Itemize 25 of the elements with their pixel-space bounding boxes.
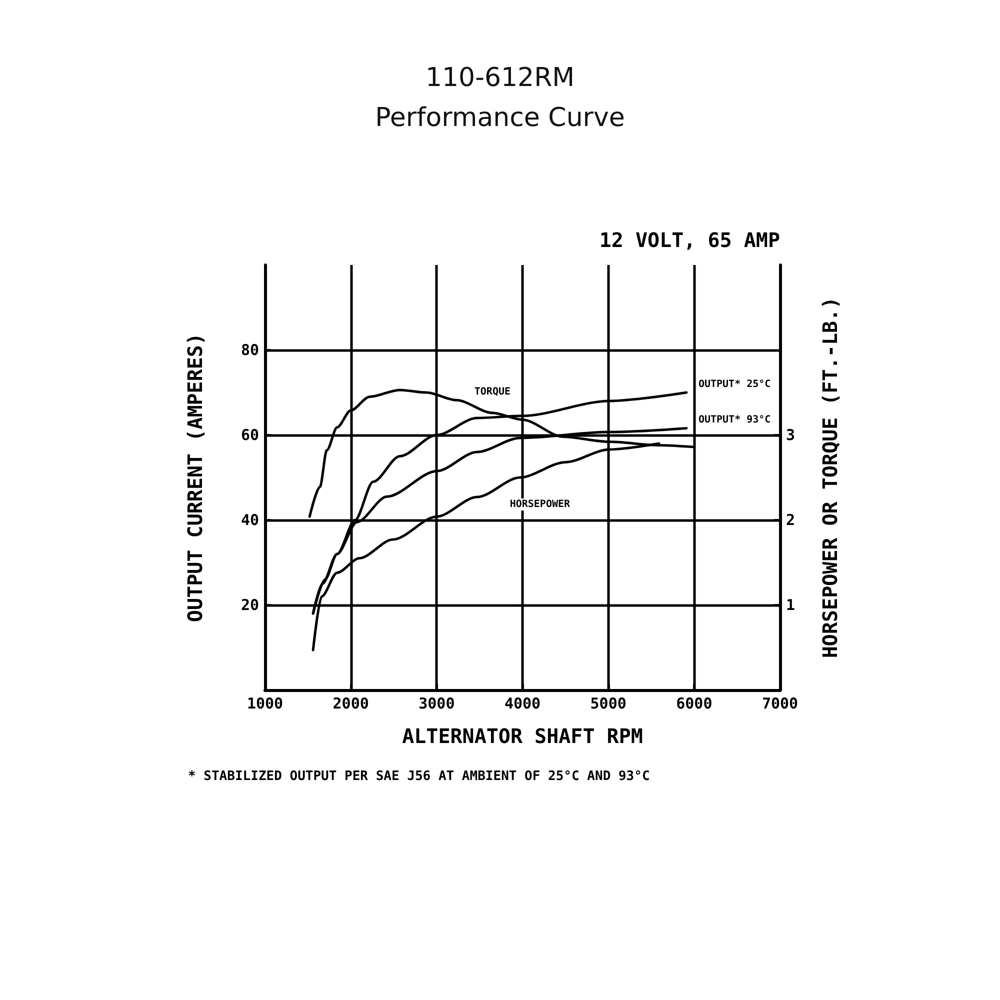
x-tick-label: 7000 <box>762 694 798 712</box>
series-label: OUTPUT* 93°C <box>698 414 771 426</box>
y2-tick-label: 3 <box>786 426 796 444</box>
x-tick-label: 1000 <box>246 694 284 712</box>
x-tick-label: 4000 <box>504 694 541 712</box>
series-label: HORSEPOWER <box>510 499 571 510</box>
chart-title: 110-612RM <box>425 63 575 93</box>
series-label: OUTPUT* 25°C <box>698 379 771 390</box>
text: 12 VOLT, 65 AMP <box>599 228 780 252</box>
x-tick-label: 3000 <box>418 694 455 712</box>
chart-subtitle: Performance Curve <box>375 103 625 133</box>
y-tick-label: 80 <box>240 341 259 359</box>
y2-tick-label: 1 <box>786 596 796 614</box>
x-axis-title: ALTERNATOR SHAFT RPM <box>402 724 643 748</box>
y2-tick-label: 2 <box>786 511 796 529</box>
y-tick-label: 40 <box>240 511 259 529</box>
y-tick-label: 20 <box>240 596 259 614</box>
x-tick-label: 2000 <box>332 694 369 712</box>
text: * STABILIZED OUTPUT PER SAE J56 AT AMBIENT OF 25°C AND 93°C <box>188 769 650 784</box>
y-tick-label: 60 <box>240 426 259 444</box>
y-axis-title: OUTPUT CURRENT (AMPERES) <box>183 333 207 622</box>
y2-axis-title: HORSEPOWER OR TORQUE (FT.-LB.) <box>818 296 842 658</box>
series-label: TORQUE <box>474 386 511 398</box>
x-tick-label: 6000 <box>676 694 712 712</box>
x-tick-label: 5000 <box>590 694 626 712</box>
